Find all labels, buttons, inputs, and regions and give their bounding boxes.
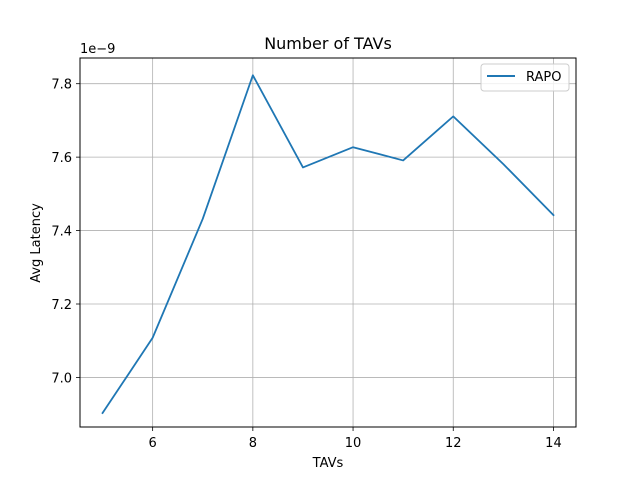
x-axis-label: TAVs — [312, 456, 344, 471]
y-tick-label: 7.2 — [51, 298, 72, 313]
legend-box — [480, 63, 570, 92]
x-tick-label: 8 — [249, 436, 257, 451]
plot-frame — [79, 57, 577, 428]
y-tick-label: 7.8 — [51, 78, 72, 93]
y-offset-label: 1e−9 — [80, 42, 115, 57]
y-axis-label: Avg Latency — [29, 203, 44, 283]
x-tick-label: 14 — [545, 436, 562, 451]
series-line — [101, 74, 555, 415]
y-tick-label: 7.6 — [51, 151, 72, 166]
x-tick-label: 6 — [149, 436, 157, 451]
chart-title: Number of TAVs — [264, 34, 392, 53]
x-tick-label: 12 — [445, 436, 462, 451]
tick-layer: 6 8 10 12 14 7.0 7.2 7.4 7.6 7.8 — [51, 78, 561, 451]
y-tick-label: 7.0 — [51, 371, 72, 386]
legend-label: RAPO — [526, 70, 561, 85]
x-tick-label: 10 — [345, 436, 362, 451]
series-layer — [101, 74, 555, 415]
legend: RAPO — [480, 63, 570, 92]
y-tick-label: 7.4 — [51, 225, 72, 240]
